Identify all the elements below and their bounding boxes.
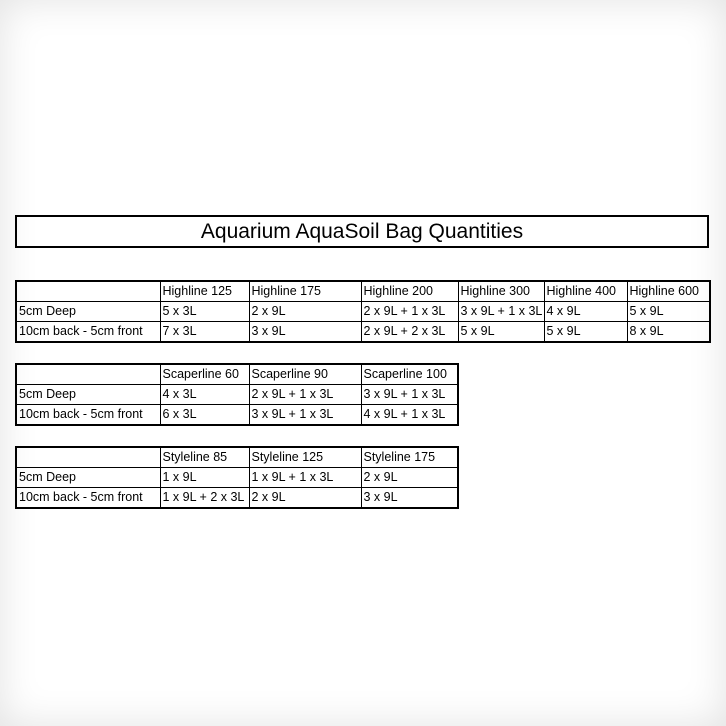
header-row: Styleline 85 Styleline 125 Styleline 175 <box>15 446 459 468</box>
row: 5cm Deep 5 x 3L 2 x 9L 2 x 9L + 1 x 3L 3 x 9… <box>15 301 711 322</box>
cell: 3 x 9L <box>248 321 362 343</box>
cell: 4 x 9L + 1 x 3L <box>360 404 459 426</box>
row: 10cm back - 5cm front 7 x 3L 3 x 9L 2 x 9L … <box>15 321 711 343</box>
cell: 1 x 9L <box>159 467 250 488</box>
cell: 5 x 9L <box>543 321 628 343</box>
column-header: Highline 600 <box>626 280 711 302</box>
cell: 4 x 3L <box>159 384 250 405</box>
row-label: 5cm Deep <box>15 384 161 405</box>
cell: 3 x 9L + 1 x 3L <box>360 384 459 405</box>
table: Highline 125 Highline 175 Highline 200 High… <box>15 280 711 343</box>
column-header: Highline 200 <box>360 280 459 302</box>
column-header: Highline 125 <box>159 280 250 302</box>
row-label: 5cm Deep <box>15 467 161 488</box>
cell: 5 x 9L <box>626 301 711 322</box>
empty-cell <box>15 363 161 385</box>
row: 5cm Deep 1 x 9L 1 x 9L + 1 x 3L 2 x 9L <box>15 467 459 488</box>
empty-cell <box>15 280 161 302</box>
cell: 4 x 9L <box>543 301 628 322</box>
cell: 2 x 9L + 1 x 3L <box>360 301 459 322</box>
cell: 1 x 9L + 1 x 3L <box>248 467 362 488</box>
column-header: Highline 300 <box>457 280 545 302</box>
empty-cell <box>15 446 161 468</box>
column-header: Styleline 175 <box>360 446 459 468</box>
cell: 6 x 3L <box>159 404 250 426</box>
cell: 2 x 9L <box>360 467 459 488</box>
row: 10cm back - 5cm front 6 x 3L 3 x 9L + 1 x … <box>15 404 459 426</box>
table: Styleline 85 Styleline 125 Styleline 175 5c… <box>15 446 459 509</box>
cell: 2 x 9L <box>248 487 362 509</box>
row-label: 10cm back - 5cm front <box>15 404 161 426</box>
column-header: Styleline 125 <box>248 446 362 468</box>
cell: 1 x 9L + 2 x 3L <box>159 487 250 509</box>
row: 10cm back - 5cm front 1 x 9L + 2 x 3L 2 x … <box>15 487 459 509</box>
row: 5cm Deep 4 x 3L 2 x 9L + 1 x 3L 3 x 9L + 1 … <box>15 384 459 405</box>
cell: 5 x 9L <box>457 321 545 343</box>
cell: 8 x 9L <box>626 321 711 343</box>
title: Aquarium AquaSoil Bag Quantities <box>15 215 709 248</box>
column-header: Highline 175 <box>248 280 362 302</box>
cell: 7 x 3L <box>159 321 250 343</box>
column-header: Styleline 85 <box>159 446 250 468</box>
column-header: Scaperline 60 <box>159 363 250 385</box>
cell: 2 x 9L <box>248 301 362 322</box>
header-row: Highline 125 Highline 175 Highline 200 High… <box>15 280 711 302</box>
row-label: 10cm back - 5cm front <box>15 487 161 509</box>
cell: 2 x 9L + 2 x 3L <box>360 321 459 343</box>
row-label: 5cm Deep <box>15 301 161 322</box>
table: Scaperline 60 Scaperline 90 Scaperline 100… <box>15 363 459 426</box>
header-row: Scaperline 60 Scaperline 90 Scaperline 100 <box>15 363 459 385</box>
column-header: Highline 400 <box>543 280 628 302</box>
cell: 3 x 9L <box>360 487 459 509</box>
cell: 3 x 9L + 1 x 3L <box>248 404 362 426</box>
column-header: Scaperline 100 <box>360 363 459 385</box>
cell: 5 x 3L <box>159 301 250 322</box>
cell: 2 x 9L + 1 x 3L <box>248 384 362 405</box>
cell: 3 x 9L + 1 x 3L <box>457 301 545 322</box>
row-label: 10cm back - 5cm front <box>15 321 161 343</box>
column-header: Scaperline 90 <box>248 363 362 385</box>
